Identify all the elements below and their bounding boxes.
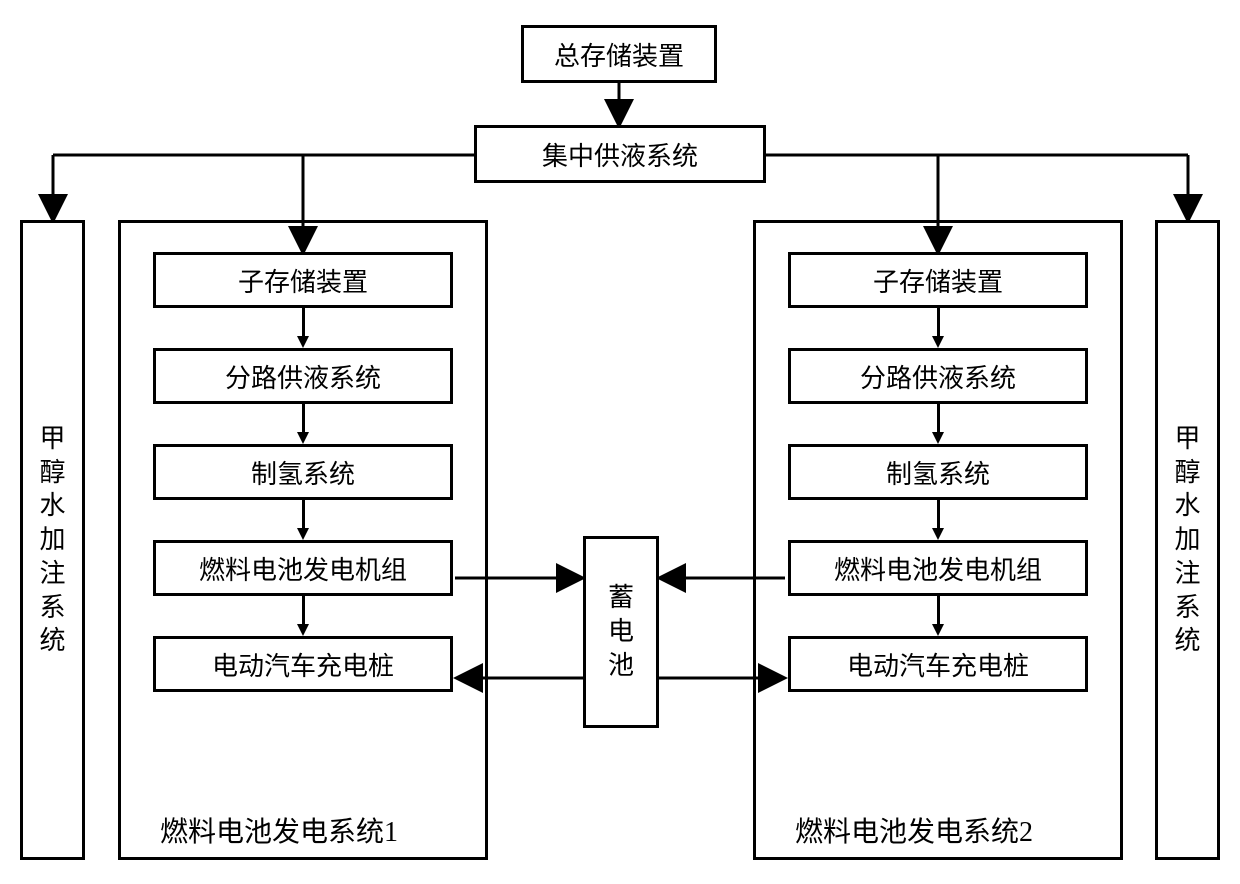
central-supply-label: 集中供液系统 — [542, 136, 698, 173]
g1-charging-pile: 电动汽车充电桩 — [153, 636, 453, 692]
main-storage-box: 总存储装置 — [521, 25, 717, 83]
g2-branch-supply: 分路供液系统 — [788, 348, 1088, 404]
right-filling-box: 甲醇水加注系统 — [1155, 220, 1220, 860]
g1-branch-supply: 分路供液系统 — [153, 348, 453, 404]
g2-charging-pile: 电动汽车充电桩 — [788, 636, 1088, 692]
g2-hydrogen: 制氢系统 — [788, 444, 1088, 500]
battery-box: 蓄电池 — [583, 536, 659, 728]
g1-sub-storage: 子存储装置 — [153, 252, 453, 308]
main-storage-label: 总存储装置 — [554, 36, 684, 73]
left-filling-box: 甲醇水加注系统 — [20, 220, 85, 860]
group2-label: 燃料电池发电系统2 — [795, 810, 1033, 850]
g1-hydrogen: 制氢系统 — [153, 444, 453, 500]
right-filling-label: 甲醇水加注系统 — [1174, 422, 1200, 659]
battery-label: 蓄电池 — [608, 581, 634, 682]
group1-chain: 子存储装置 分路供液系统 制氢系统 燃料电池发电机组 电动汽车充电桩 — [153, 252, 453, 692]
left-filling-label: 甲醇水加注系统 — [39, 422, 65, 659]
g2-generator: 燃料电池发电机组 — [788, 540, 1088, 596]
g2-sub-storage: 子存储装置 — [788, 252, 1088, 308]
central-supply-box: 集中供液系统 — [474, 125, 766, 183]
diagram-canvas: 总存储装置 集中供液系统 甲醇水加注系统 甲醇水加注系统 燃料电池发电系统1 燃… — [0, 0, 1240, 884]
g1-generator: 燃料电池发电机组 — [153, 540, 453, 596]
group1-label: 燃料电池发电系统1 — [160, 810, 398, 850]
group2-chain: 子存储装置 分路供液系统 制氢系统 燃料电池发电机组 电动汽车充电桩 — [788, 252, 1088, 692]
